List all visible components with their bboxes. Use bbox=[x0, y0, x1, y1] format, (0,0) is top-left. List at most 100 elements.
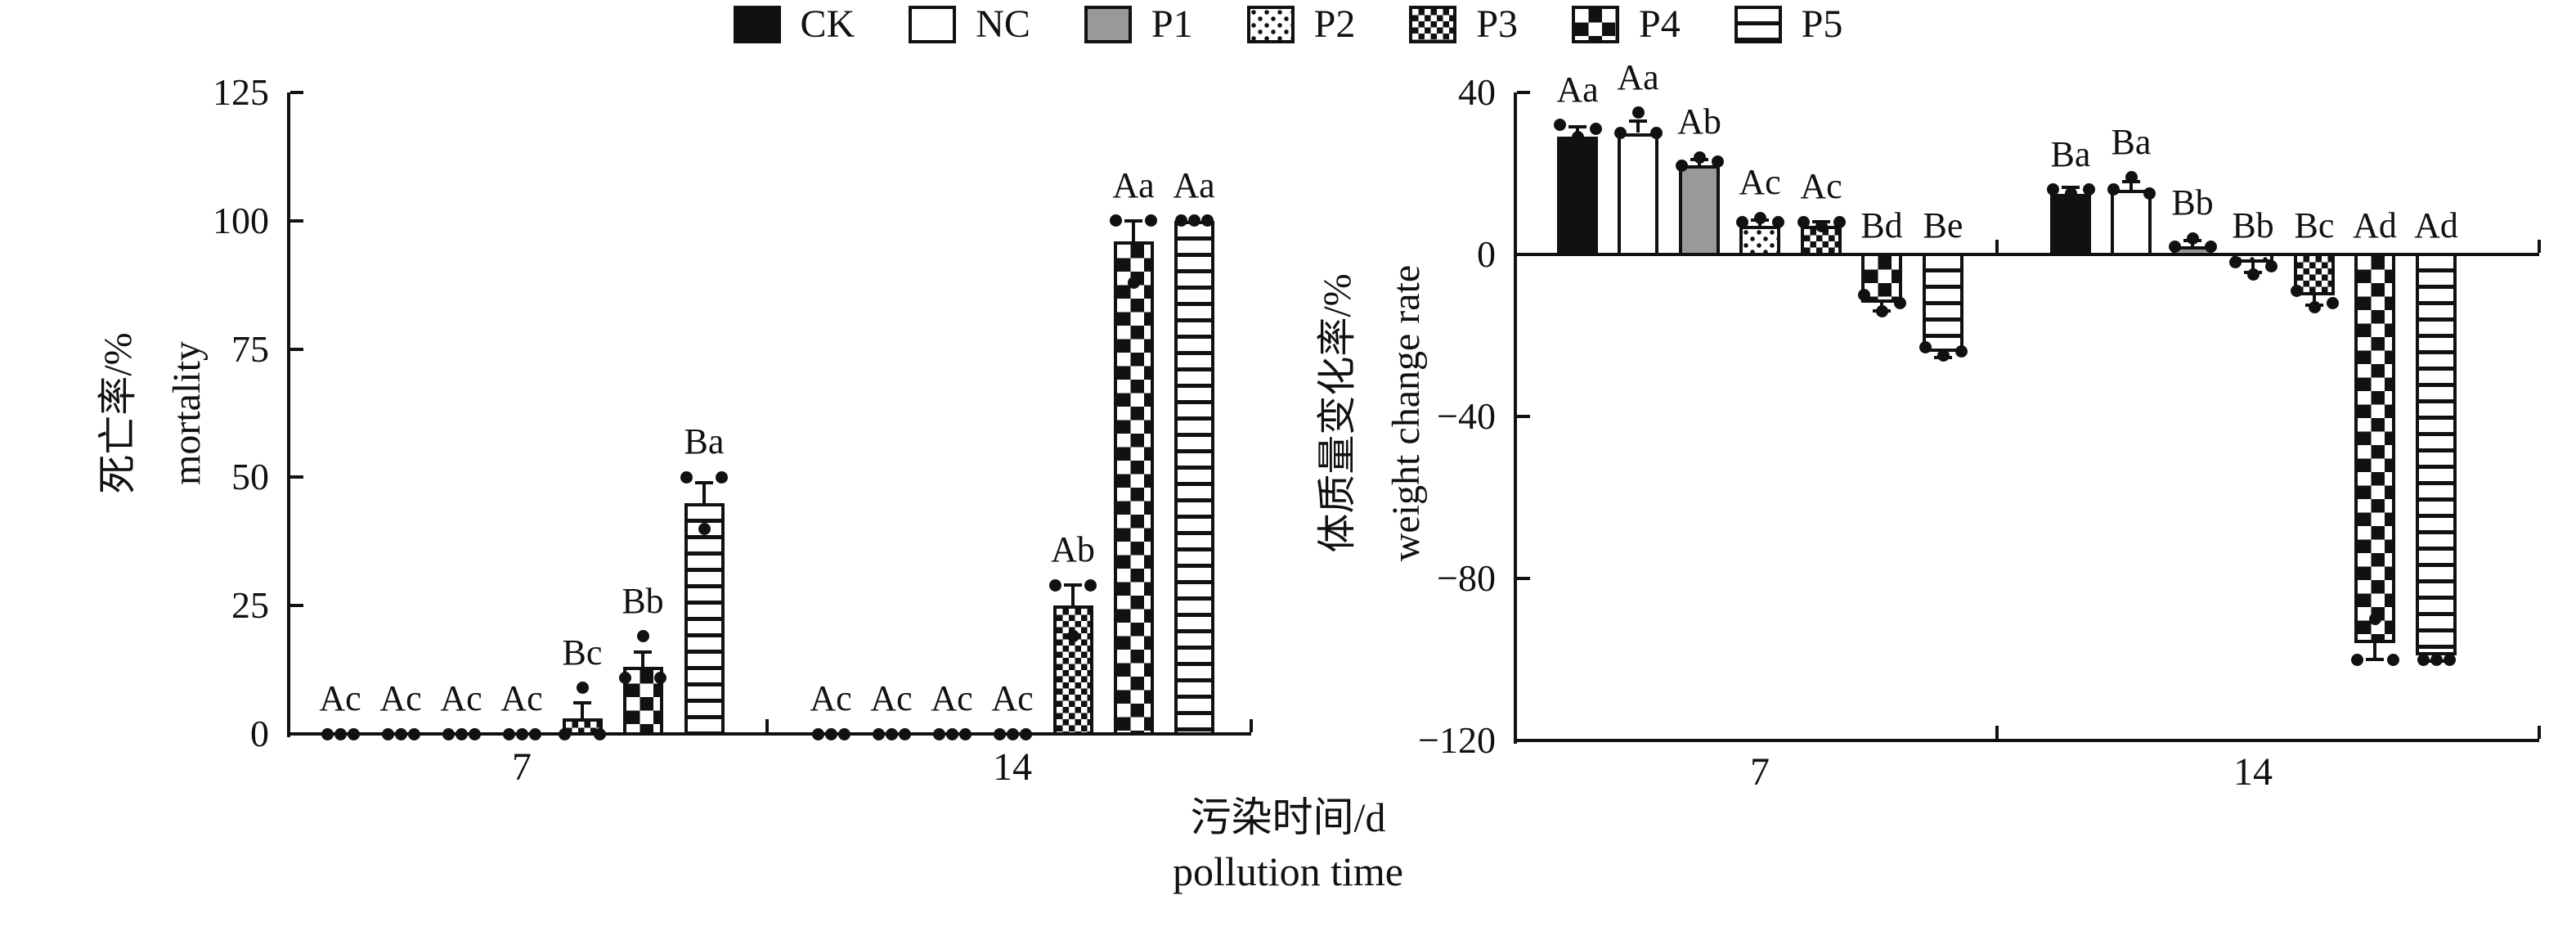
legend-swatch-checker-large bbox=[1572, 6, 1620, 43]
y-tick-label: −40 bbox=[1437, 395, 1496, 437]
significance-label: Ac bbox=[379, 678, 422, 718]
error-bar-cap bbox=[573, 701, 591, 705]
data-point-dot bbox=[716, 470, 728, 484]
legend-item-P4: P4 bbox=[1572, 3, 1681, 46]
data-point-dot bbox=[2350, 653, 2363, 666]
significance-label: Bc bbox=[2294, 205, 2335, 245]
data-point-dot bbox=[1049, 578, 1061, 592]
data-point-dot bbox=[515, 727, 528, 740]
legend-swatch-solid-gray bbox=[1084, 6, 1132, 43]
data-point-dot bbox=[347, 727, 360, 740]
y-axis-tick bbox=[290, 218, 303, 223]
y-axis-tick bbox=[290, 475, 303, 479]
data-point-dot bbox=[1893, 296, 1906, 309]
category-label: 14 bbox=[2233, 750, 2273, 794]
y-tick-label: −80 bbox=[1437, 557, 1496, 599]
data-point-dot bbox=[1649, 127, 1663, 139]
data-point-dot bbox=[2125, 171, 2138, 184]
significance-label: Ac bbox=[1800, 166, 1842, 207]
data-point-dot bbox=[1675, 159, 1688, 172]
data-point-dot bbox=[1187, 214, 1200, 227]
category-label: 14 bbox=[993, 745, 1032, 789]
legend-label: P2 bbox=[1313, 2, 1356, 46]
significance-label: Ba bbox=[2111, 121, 2152, 162]
y-axis-tick bbox=[290, 347, 303, 351]
x-axis-tick bbox=[2538, 240, 2541, 253]
data-point-dot bbox=[2046, 183, 2059, 196]
bar-P2-7 bbox=[1739, 226, 1780, 256]
data-point-dot bbox=[2386, 653, 2399, 666]
x-axis-title-zh: 污染时间/d bbox=[1190, 794, 1386, 840]
data-point-dot bbox=[2430, 653, 2443, 666]
data-point-dot bbox=[1613, 127, 1627, 139]
bar-P3-7 bbox=[562, 718, 603, 736]
significance-label: Be bbox=[1923, 205, 1963, 245]
data-point-dot bbox=[1797, 215, 1810, 228]
data-point-dot bbox=[945, 727, 958, 740]
data-point-dot bbox=[2064, 187, 2077, 200]
error-bar-cap bbox=[1629, 119, 1647, 123]
significance-label: Bc bbox=[562, 632, 603, 673]
data-point-dot bbox=[1631, 106, 1645, 119]
data-point-dot bbox=[1019, 727, 1032, 740]
data-point-dot bbox=[559, 727, 571, 740]
data-point-dot bbox=[2417, 653, 2430, 666]
data-point-dot bbox=[993, 727, 1006, 740]
significance-label: Aa bbox=[1112, 164, 1155, 205]
bar-NC-14 bbox=[2111, 189, 2152, 256]
data-point-dot bbox=[394, 727, 407, 740]
error-bar bbox=[2251, 262, 2255, 273]
legend: CK NC P1 P2 P3 P4 P5 bbox=[0, 3, 2576, 46]
bar-P5-7 bbox=[1923, 253, 1963, 352]
data-point-dot bbox=[2290, 285, 2303, 298]
data-point-dot bbox=[811, 727, 824, 740]
data-point-dot bbox=[898, 727, 911, 740]
significance-label: Bb bbox=[622, 580, 664, 621]
legend-label: NC bbox=[976, 2, 1030, 46]
legend-item-P1: P1 bbox=[1084, 3, 1193, 46]
data-point-dot bbox=[2264, 260, 2278, 273]
significance-label: Bd bbox=[1860, 205, 1903, 245]
data-point-dot bbox=[528, 727, 541, 740]
bar-P5-14 bbox=[2416, 253, 2457, 656]
data-point-dot bbox=[1735, 215, 1748, 228]
significance-label: Ac bbox=[810, 678, 852, 718]
data-point-dot bbox=[1145, 214, 1157, 227]
legend-label: P3 bbox=[1476, 2, 1519, 46]
legend-item-NC: NC bbox=[909, 3, 1030, 46]
data-point-dot bbox=[455, 727, 468, 740]
data-point-dot bbox=[407, 727, 420, 740]
data-point-dot bbox=[442, 727, 455, 740]
data-point-dot bbox=[2246, 268, 2260, 281]
data-point-dot bbox=[698, 522, 711, 535]
significance-label: Ac bbox=[931, 678, 973, 718]
significance-label: Ac bbox=[991, 678, 1034, 718]
error-bar-cap bbox=[1064, 583, 1082, 587]
error-bar-cap bbox=[1568, 125, 1586, 129]
bar-P5-14 bbox=[1174, 220, 1214, 736]
bar-P4-14 bbox=[2354, 253, 2395, 644]
data-point-dot bbox=[2186, 232, 2199, 245]
data-point-dot bbox=[824, 727, 837, 740]
bar-P4-14 bbox=[1113, 241, 1154, 736]
significance-label: Ad bbox=[2353, 205, 2397, 245]
data-point-dot bbox=[1815, 219, 1828, 232]
data-point-dot bbox=[1919, 341, 1932, 354]
significance-label: Bb bbox=[2171, 182, 2214, 223]
legend-swatch-checker-small bbox=[1409, 6, 1457, 43]
data-point-dot bbox=[594, 727, 606, 740]
data-point-dot bbox=[885, 727, 898, 740]
y-axis-line bbox=[287, 92, 290, 737]
bar-CK-14 bbox=[2050, 193, 2091, 256]
data-point-dot bbox=[1954, 345, 1968, 358]
error-bar bbox=[581, 703, 584, 719]
data-point-dot bbox=[2326, 296, 2339, 309]
y-tick-label: 50 bbox=[231, 456, 269, 498]
y-tick-label: 40 bbox=[1458, 71, 1496, 113]
data-point-dot bbox=[837, 727, 850, 740]
y-axis-tick bbox=[290, 91, 303, 94]
error-bar bbox=[1132, 220, 1135, 241]
x-axis-title: 污染时间/d pollution time bbox=[879, 790, 1697, 898]
data-point-dot bbox=[2082, 183, 2095, 196]
data-point-dot bbox=[2107, 183, 2120, 196]
